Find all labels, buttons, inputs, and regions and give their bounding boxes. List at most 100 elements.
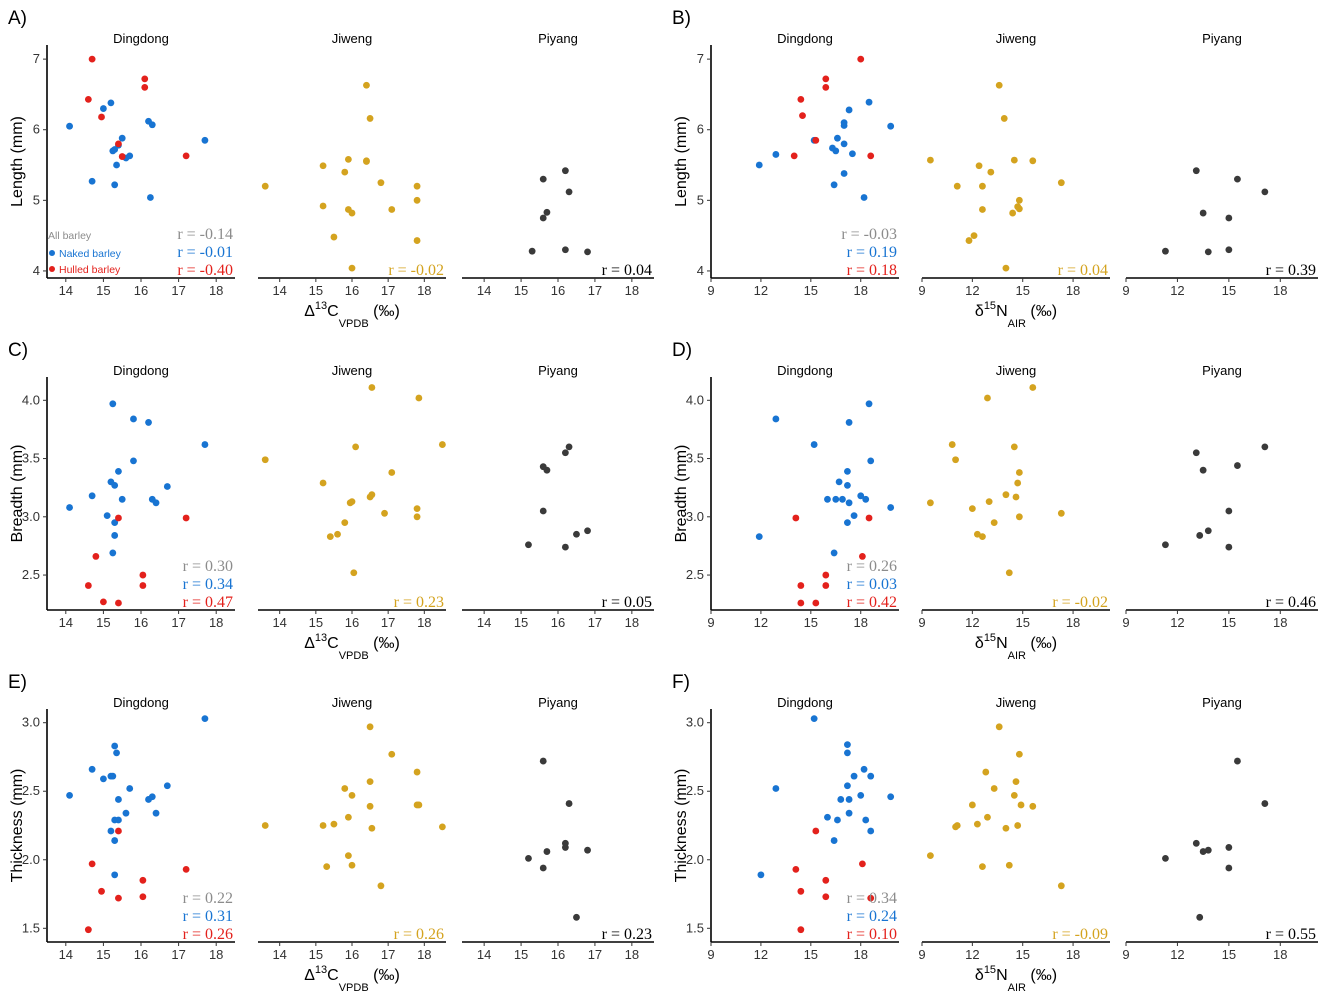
data-point-naked xyxy=(115,467,122,475)
data-point-jiweng xyxy=(1014,822,1022,829)
data-point-jiweng xyxy=(1005,861,1013,869)
data-point-naked xyxy=(772,785,780,792)
data-point-piyang xyxy=(1162,247,1169,255)
data-point-naked xyxy=(109,549,117,557)
data-point-naked xyxy=(145,419,152,426)
r-value-jiweng: r = 0.26 xyxy=(394,926,444,943)
data-point-jiweng xyxy=(1010,443,1018,451)
data-point-naked xyxy=(111,837,119,844)
r-value-all: r = 0.22 xyxy=(183,890,233,907)
data-point-naked xyxy=(834,134,841,142)
data-point-jiweng xyxy=(348,498,356,506)
data-point-piyang xyxy=(561,246,569,254)
x-tick-label: 16 xyxy=(134,615,148,630)
y-tick-label: 5 xyxy=(33,192,40,207)
data-point-piyang xyxy=(1192,449,1200,457)
axis-label-part: 15 xyxy=(984,300,996,312)
data-point-naked xyxy=(113,749,120,757)
data-point-hulled xyxy=(84,95,92,103)
data-point-piyang xyxy=(543,208,551,216)
x-tick-label: 12 xyxy=(754,615,768,630)
data-point-jiweng xyxy=(1015,205,1023,213)
data-point-naked xyxy=(830,837,838,844)
panel-label: B) xyxy=(672,8,691,29)
r-value-naked: r = 0.19 xyxy=(847,244,897,261)
data-point-piyang xyxy=(565,443,573,451)
data-point-jiweng xyxy=(1015,750,1023,758)
x-tick-label: 9 xyxy=(707,615,714,630)
data-point-jiweng xyxy=(953,182,961,190)
axis-label-part: (‰) xyxy=(369,967,400,984)
facet-title-piyang: Piyang xyxy=(1202,363,1242,378)
data-point-jiweng xyxy=(1029,384,1037,391)
data-point-jiweng xyxy=(1015,196,1023,204)
data-point-piyang xyxy=(1192,839,1200,847)
r-value-all: r = -0.03 xyxy=(841,226,897,243)
data-point-jiweng xyxy=(926,156,934,164)
data-point-naked xyxy=(66,791,73,799)
data-point-hulled xyxy=(182,514,190,522)
y-tick-label: 1.5 xyxy=(22,920,40,935)
axis-label-part: (‰) xyxy=(369,635,400,652)
x-tick-label: 14 xyxy=(477,947,491,962)
data-point-naked xyxy=(88,177,96,185)
y-tick-label: 3.0 xyxy=(22,509,40,524)
data-point-hulled xyxy=(100,598,107,606)
axis-label-part: N xyxy=(996,967,1008,984)
data-point-piyang xyxy=(584,248,591,256)
data-point-piyang xyxy=(1162,854,1169,862)
x-tick-label: 12 xyxy=(754,283,768,298)
data-point-jiweng xyxy=(415,801,423,809)
data-point-hulled xyxy=(139,893,147,901)
r-value-naked: r = 0.31 xyxy=(183,908,233,925)
x-tick-label: 14 xyxy=(477,615,491,630)
data-point-naked xyxy=(867,772,875,780)
legend-all: All barley xyxy=(48,230,92,242)
data-point-jiweng xyxy=(438,823,446,831)
data-point-jiweng xyxy=(366,115,374,122)
data-point-jiweng xyxy=(1002,824,1010,832)
data-point-piyang xyxy=(539,757,547,765)
data-point-naked xyxy=(201,441,209,448)
x-tick-label: 9 xyxy=(918,283,925,298)
data-point-jiweng xyxy=(413,505,421,513)
data-point-jiweng xyxy=(341,168,349,176)
y-axis-label: Length (mm) xyxy=(673,116,690,207)
axis-label-part: VPDB xyxy=(339,982,369,993)
data-point-naked xyxy=(867,827,875,835)
data-point-jiweng xyxy=(979,206,986,213)
x-tick-label: 12 xyxy=(1170,947,1184,962)
data-point-naked xyxy=(118,495,126,503)
x-tick-label: 12 xyxy=(1170,615,1184,630)
x-tick-label: 17 xyxy=(588,615,602,630)
data-point-jiweng xyxy=(415,394,423,402)
data-point-naked xyxy=(109,772,117,780)
data-point-naked xyxy=(126,152,134,160)
r-value-piyang: r = 0.55 xyxy=(1266,926,1316,943)
x-tick-label: 15 xyxy=(309,615,323,630)
data-point-jiweng xyxy=(368,384,376,391)
data-point-naked xyxy=(111,742,119,750)
data-point-piyang xyxy=(1234,757,1241,765)
data-point-jiweng xyxy=(350,569,358,577)
data-point-piyang xyxy=(561,449,569,457)
r-value-piyang: r = 0.05 xyxy=(602,594,652,611)
r-value-hulled: r = 0.47 xyxy=(183,594,233,611)
data-point-hulled xyxy=(182,865,190,873)
data-point-naked xyxy=(107,99,115,107)
data-point-jiweng xyxy=(341,785,349,792)
x-tick-label: 15 xyxy=(804,283,818,298)
x-tick-label: 18 xyxy=(854,947,868,962)
data-point-hulled xyxy=(822,571,830,579)
data-point-piyang xyxy=(528,247,536,255)
facet-title-piyang: Piyang xyxy=(1202,31,1242,46)
x-tick-label: 9 xyxy=(1122,615,1129,630)
y-tick-label: 3.5 xyxy=(686,451,704,466)
r-value-jiweng: r = 0.04 xyxy=(1058,262,1108,279)
data-point-naked xyxy=(152,499,160,507)
r-value-all: r = 0.34 xyxy=(847,890,897,907)
data-point-jiweng xyxy=(1012,778,1020,786)
data-point-hulled xyxy=(792,865,800,873)
r-value-jiweng: r = -0.02 xyxy=(388,262,444,279)
data-point-piyang xyxy=(573,913,580,921)
